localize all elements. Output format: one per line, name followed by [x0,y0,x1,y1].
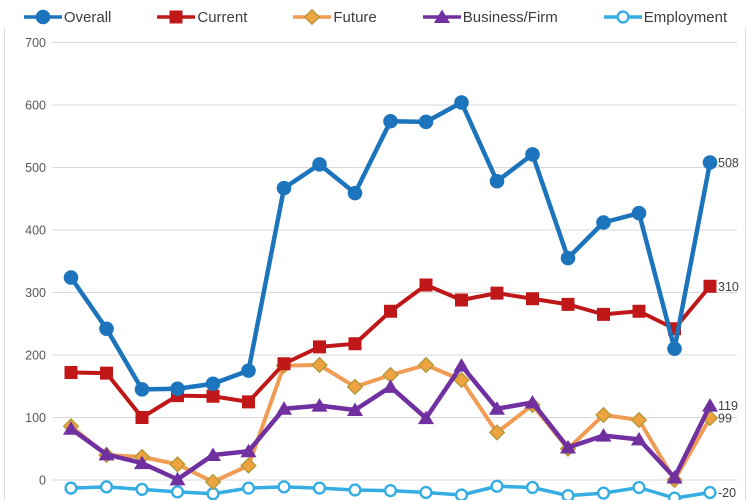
y-tick-label: 100 [25,411,46,425]
series-business-firm [63,358,718,486]
y-tick-label: 400 [25,224,46,238]
y-tick-label: 300 [25,286,46,300]
current-legend-marker-icon [157,10,196,24]
gridlines [4,28,746,500]
series-current [64,278,717,424]
series-overall [63,95,718,397]
legend-item-future: Future [292,8,377,26]
business-firm-legend-marker-icon [422,9,461,23]
legend-label-overall: Overall [63,8,112,26]
legend-label-business-firm: Business/Firm [462,8,558,26]
legend-item-overall: Overall [23,8,112,26]
employment-legend-marker-icon [603,10,642,24]
end-data-label: -20 [718,486,736,500]
end-data-label: 119 [718,399,738,413]
y-tick-label: 0 [39,474,46,488]
y-tick-label: 600 [25,99,46,113]
y-tick-label: 500 [25,161,46,175]
y-axis-tick-labels: 700 600 500 400 300 200 100 0 [25,36,46,488]
end-data-label: 99 [718,412,732,426]
series-future [62,356,719,491]
y-tick-label: 200 [25,349,46,363]
series-employment [64,479,717,500]
y-tick-label: 700 [25,36,46,50]
legend-item-employment: Employment [603,8,727,26]
legend-label-current: Current [197,8,248,26]
future-legend-marker-icon [293,8,332,26]
overall-legend-marker-icon [23,9,62,25]
chart-legend: Overall Current Future Business/Firm Emp… [0,3,750,31]
end-data-label: 508 [718,156,739,170]
end-data-label: 310 [718,280,739,294]
legend-label-future: Future [333,8,377,26]
legend-item-business-firm: Business/Firm [422,8,558,26]
legend-item-current: Current [156,8,247,26]
legend-label-employment: Employment [643,8,728,26]
